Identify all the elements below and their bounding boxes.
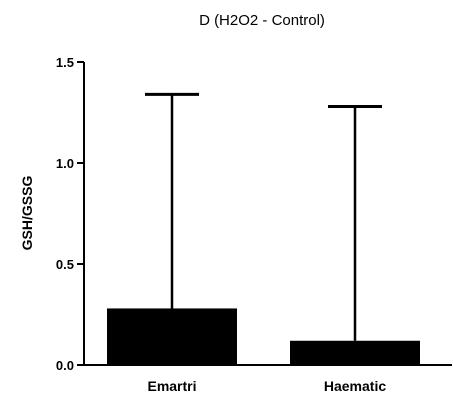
chart-title: D (H2O2 - Control) <box>199 12 325 29</box>
y-ticks: 0.0 0.5 1.0 1.5 <box>56 55 84 373</box>
x-tick-label: Emartri <box>147 378 196 394</box>
bars <box>107 308 420 365</box>
y-axis-label: GSH/GSSG <box>19 176 35 251</box>
y-tick-label: 0.5 <box>56 257 74 272</box>
y-tick-label: 1.0 <box>56 156 74 171</box>
y-tick-label: 0.0 <box>56 358 74 373</box>
x-tick-labels: Emartri Haematic <box>147 378 386 394</box>
bar <box>107 308 237 365</box>
error-bars <box>145 92 382 341</box>
bar <box>290 340 420 365</box>
x-tick-label: Haematic <box>324 378 386 394</box>
y-tick-label: 1.5 <box>56 55 74 70</box>
